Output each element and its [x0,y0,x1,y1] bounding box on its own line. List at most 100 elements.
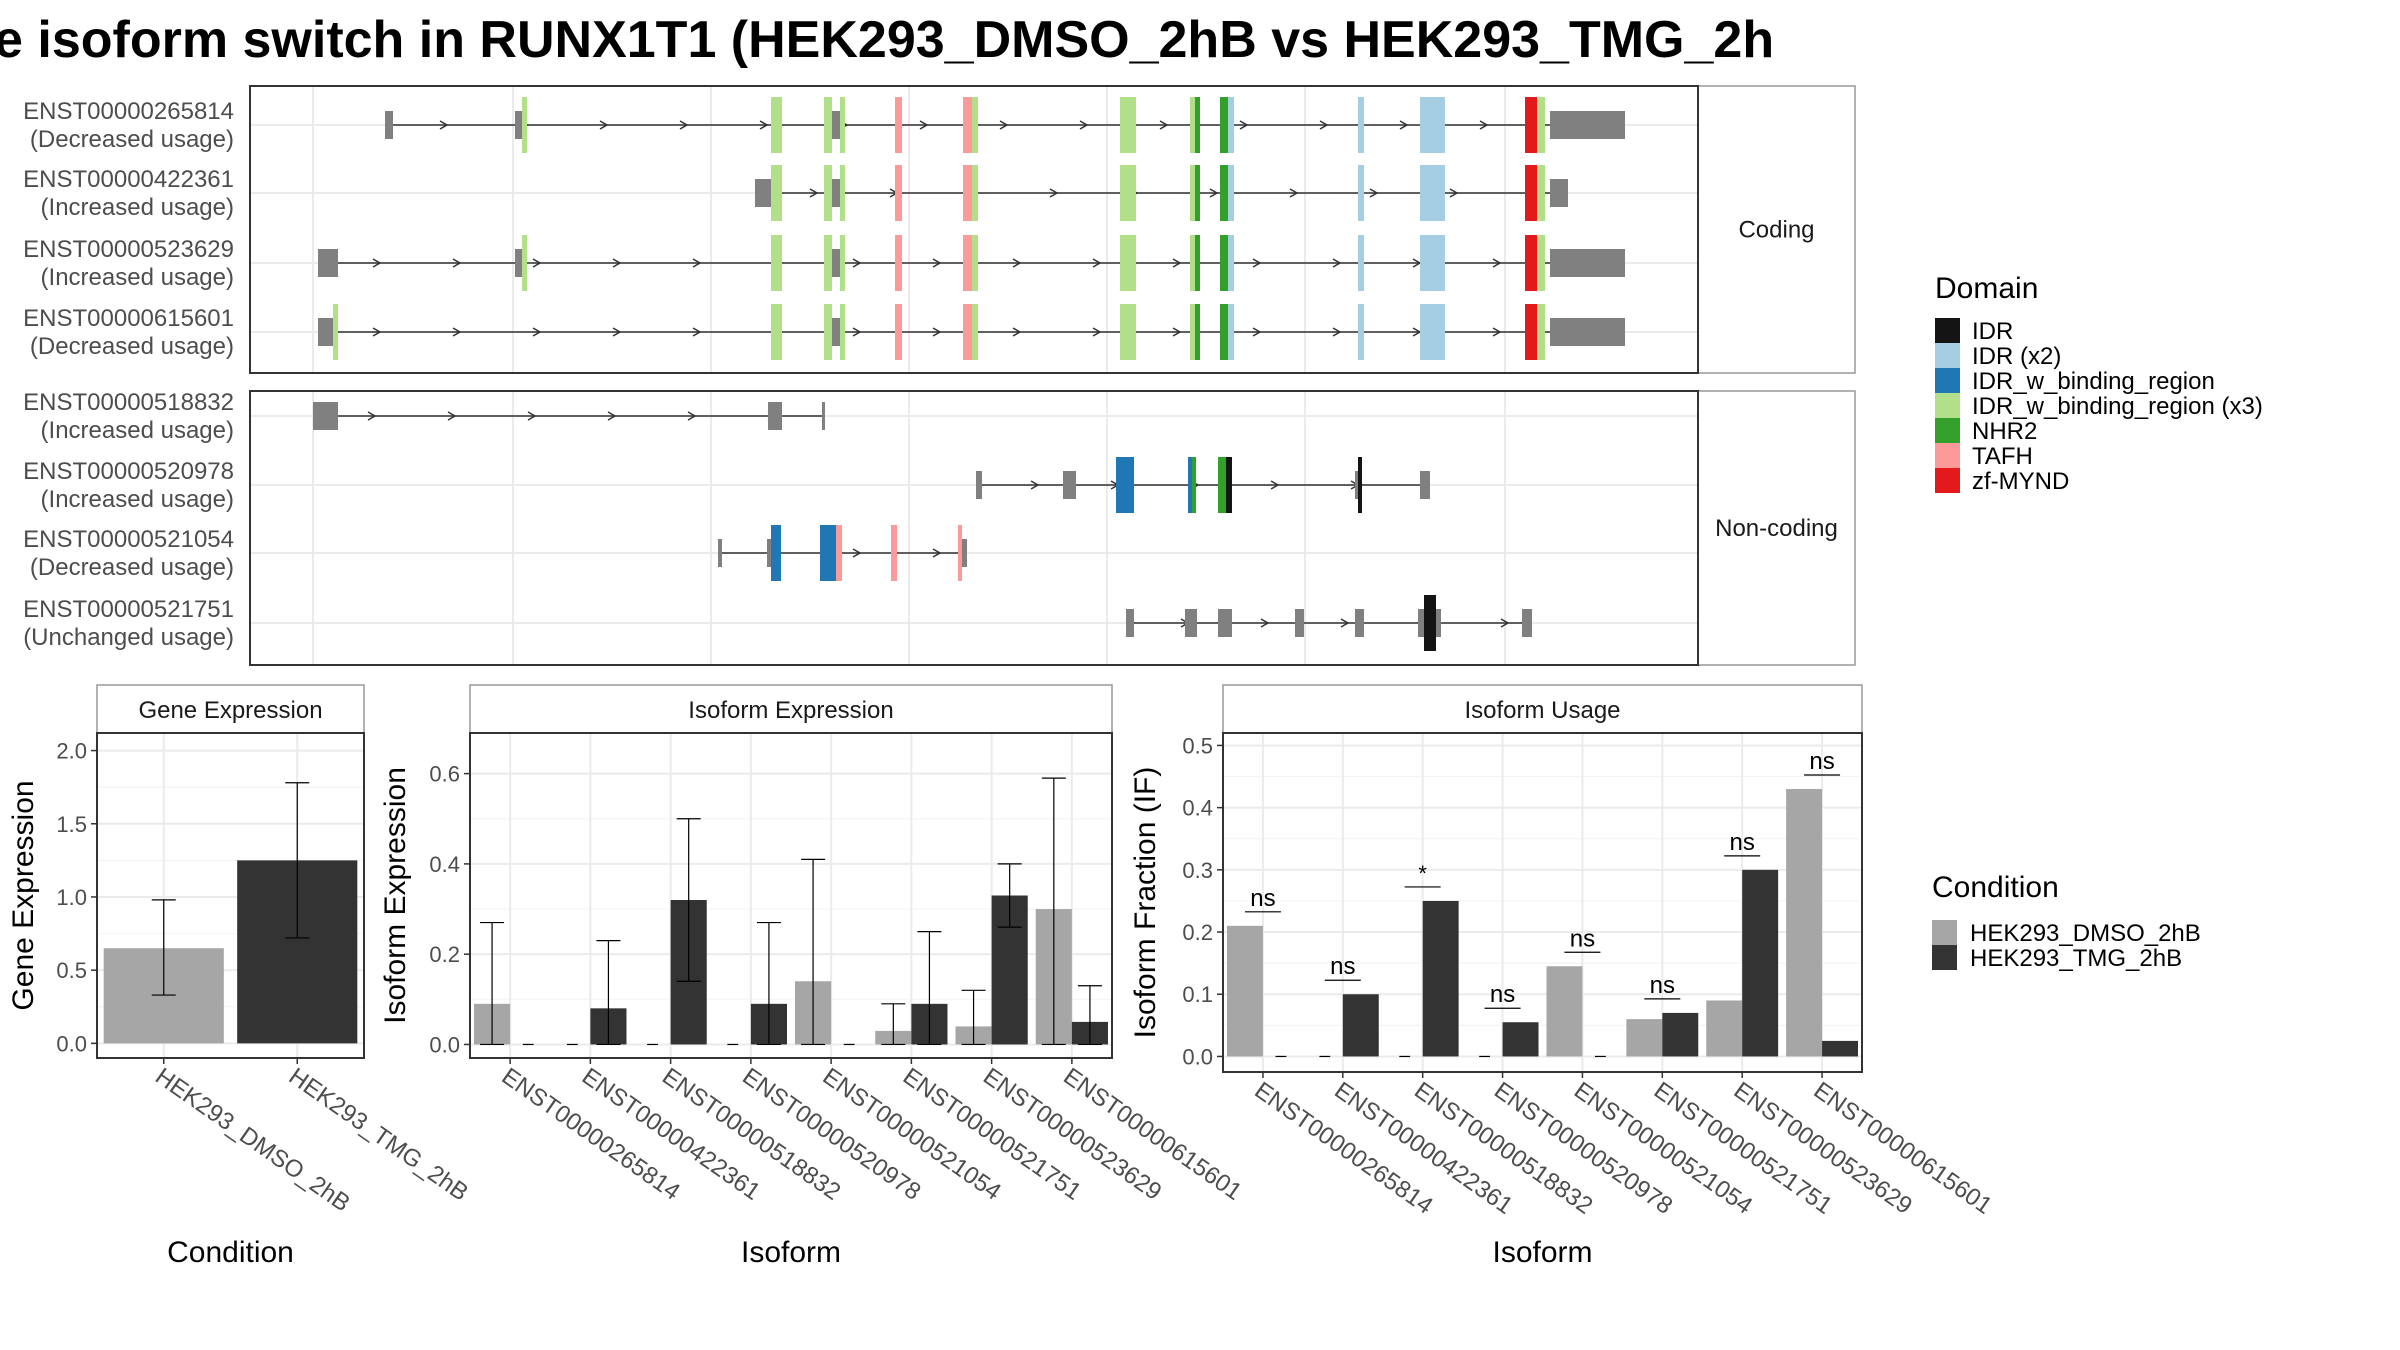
direction-arrow [1399,120,1409,130]
direction-arrow [1479,120,1489,130]
direction-arrow [452,327,462,337]
direction-arrow [1289,188,1299,198]
domain-exon [840,165,845,221]
transcript-usage-label: (Decreased usage) [30,554,234,581]
direction-arrow [527,411,537,421]
exon-utr [767,539,771,567]
panel-border [1222,732,1863,1073]
domain-exon [1228,304,1234,360]
direction-arrow [759,120,769,130]
direction-arrow [932,548,942,558]
exon-utr [1063,471,1072,499]
domain-legend-swatch [1935,468,1960,493]
x-axis-title: Condition [167,1236,294,1269]
bar [1342,994,1379,1057]
domain-exon [1195,165,1200,221]
direction-arrow [1319,120,1329,130]
direction-arrow [1172,258,1182,268]
domain-exon [826,525,836,581]
domain-exon [1195,235,1200,291]
facet-label: Non-coding [1715,515,1838,542]
direction-arrow [1159,120,1169,130]
chart-strip [469,684,1113,734]
transcript-id-label: ENST00000521054 [23,526,234,553]
domain-exon [972,165,978,221]
domain-exon [1195,97,1200,153]
domain-legend-swatch [1935,443,1960,468]
domain-legend-label: IDR_w_binding_region [1972,368,2215,395]
significance-label: ns [1570,925,1595,952]
transcript-usage-label: (Increased usage) [41,194,234,221]
domain-exon [1226,457,1232,513]
significance-label: ns [1330,953,1355,980]
domain-exon [824,97,832,153]
exon-utr [318,318,333,346]
domain-exon [1220,235,1228,291]
y-tick-label: 1.5 [56,812,87,837]
domain-exon [824,235,832,291]
exon-utr [313,402,338,430]
direction-arrow [599,120,609,130]
chart-title: Isoform Usage [1464,697,1620,724]
domain-exon [972,304,978,360]
figure-title: e isoform switch in RUNX1T1 (HEK293_DMSO… [0,11,1775,69]
exon-utr [1072,471,1076,499]
direction-arrow [999,120,1009,130]
direction-arrow [852,548,862,558]
direction-arrow [1500,618,1510,628]
domain-legend-label: NHR2 [1972,418,2037,445]
direction-arrow [1252,258,1262,268]
domain-exon [820,525,826,581]
exon-utr [832,111,840,139]
domain-exon [840,97,845,153]
direction-arrow [1012,327,1022,337]
domain-exon [1195,304,1200,360]
domain-exon [895,97,902,153]
direction-arrow [1239,120,1249,130]
y-tick-label: 0.2 [1182,920,1213,945]
direction-arrow [687,411,697,421]
domain-exon [522,235,527,291]
domain-legend-swatch [1935,418,1960,443]
facet-strip [1697,85,1856,374]
y-tick-label: 0.4 [1182,796,1213,821]
domain-exon [1220,165,1228,221]
y-axis-title: Gene Expression [7,780,40,1010]
condition-legend-label: HEK293_TMG_2hB [1970,945,2182,972]
direction-arrow [612,258,622,268]
direction-arrow [1209,188,1219,198]
bar [1742,869,1779,1057]
domain-exon [1120,97,1136,153]
domain-legend-swatch [1935,343,1960,368]
bar [1546,966,1583,1057]
y-tick-label: 0.1 [1182,982,1213,1007]
y-tick-label: 0.5 [1182,733,1213,758]
domain-exon [1537,304,1545,360]
exon-utr [832,318,840,346]
direction-arrow [1492,258,1502,268]
domain-exon [1420,235,1445,291]
domain-legend-swatch [1935,368,1960,393]
domain-legend-swatch [1935,318,1960,343]
transcript-id-label: ENST00000265814 [23,98,234,125]
chart-title: Gene Expression [138,697,322,724]
exon-utr [385,111,393,139]
domain-exon [771,97,782,153]
domain-exon [771,525,781,581]
direction-arrow [1049,188,1059,198]
domain-exon [1190,97,1195,153]
domain-exon [1358,235,1364,291]
exon-utr [1550,249,1625,277]
domain-exon [1358,304,1364,360]
domain-legend-swatch [1935,393,1960,418]
direction-arrow [932,258,942,268]
direction-arrow [852,327,862,337]
exon-utr [832,249,840,277]
direction-arrow [1092,258,1102,268]
direction-arrow [1270,480,1280,490]
exon-utr [962,539,967,567]
exon-utr [822,402,825,430]
domain-exon [958,525,962,581]
domain-exon [1420,97,1445,153]
